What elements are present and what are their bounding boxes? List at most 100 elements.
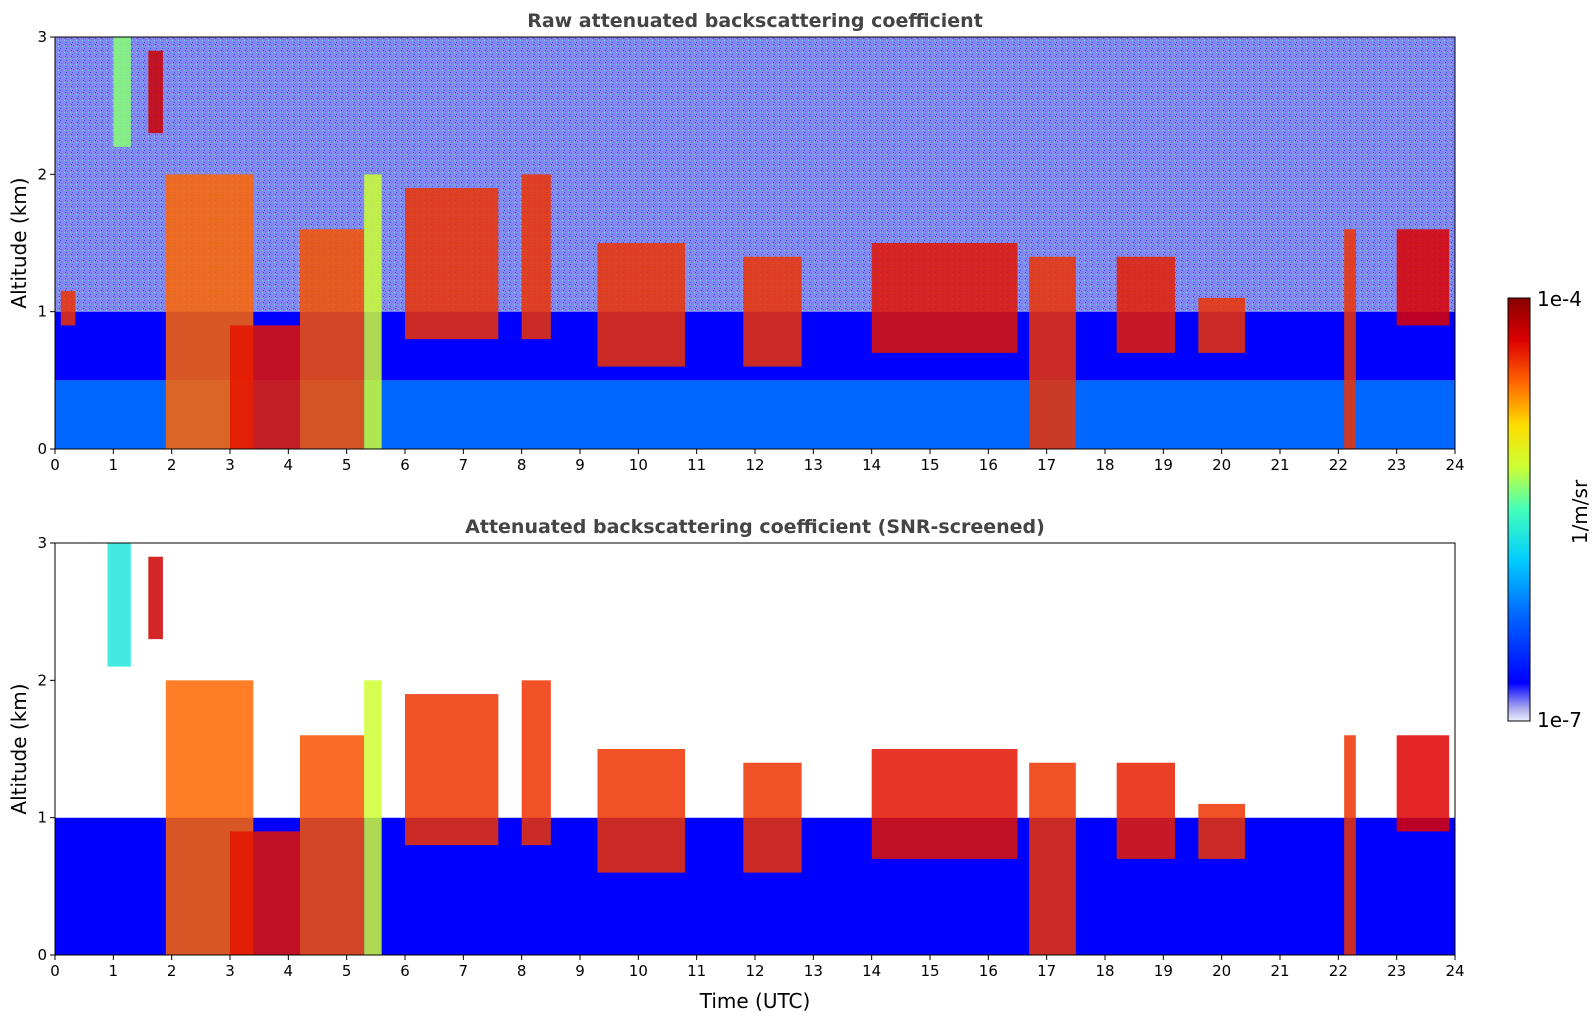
raw-feature-2 bbox=[300, 229, 365, 449]
screened-feature-12 bbox=[1116, 762, 1175, 859]
screened-x-tick-label-17: 17 bbox=[1037, 962, 1056, 980]
screened-y-tick-label-0: 0 bbox=[37, 946, 47, 964]
screened-feature-6 bbox=[405, 694, 499, 846]
raw-panel-title: Raw attenuated backscattering coefficien… bbox=[527, 10, 983, 32]
time-axis-label: Time (UTC) bbox=[699, 989, 811, 1013]
raw-x-tick-label-12: 12 bbox=[745, 456, 764, 474]
screened-y-axis-label: Altitude (km) bbox=[7, 683, 31, 814]
screened-y-tick-label-2: 2 bbox=[37, 671, 47, 689]
raw-y-tick-label-3: 3 bbox=[37, 28, 47, 46]
raw-x-tick-label-0: 0 bbox=[50, 456, 60, 474]
raw-feature-14 bbox=[1198, 297, 1245, 353]
raw-feature-12 bbox=[1029, 256, 1076, 449]
screened-feature-5 bbox=[364, 680, 382, 955]
screened-x-tick-label-11: 11 bbox=[687, 962, 706, 980]
screened-x-tick-label-1: 1 bbox=[109, 962, 119, 980]
screened-x-tick-label-8: 8 bbox=[517, 962, 527, 980]
raw-feature-16 bbox=[1396, 229, 1450, 326]
screened-x-tick-label-13: 13 bbox=[804, 962, 823, 980]
raw-x-tick-label-4: 4 bbox=[284, 456, 294, 474]
colorbar-unit-label: 1/m/sr bbox=[1568, 479, 1592, 544]
screened-x-tick-label-21: 21 bbox=[1270, 962, 1289, 980]
screened-y-axis: 0 1 2 3 bbox=[37, 534, 55, 964]
raw-x-tick-label-18: 18 bbox=[1095, 456, 1114, 474]
raw-x-tick-label-21: 21 bbox=[1270, 456, 1289, 474]
raw-x-tick-label-6: 6 bbox=[400, 456, 410, 474]
screened-x-tick-label-5: 5 bbox=[342, 962, 352, 980]
raw-x-tick-label-23: 23 bbox=[1387, 456, 1406, 474]
screened-x-tick-label-9: 9 bbox=[575, 962, 585, 980]
screened-feature-11 bbox=[1029, 762, 1076, 955]
screened-x-tick-label-10: 10 bbox=[629, 962, 648, 980]
raw-x-tick-label-20: 20 bbox=[1212, 456, 1231, 474]
screened-y-tick-label-3: 3 bbox=[37, 534, 47, 552]
screened-feature-10 bbox=[871, 749, 1018, 859]
raw-feature-4 bbox=[60, 291, 76, 326]
screened-x-tick-label-19: 19 bbox=[1154, 962, 1173, 980]
colorbar-min-label: 1e-7 bbox=[1537, 708, 1582, 732]
raw-x-tick-label-19: 19 bbox=[1154, 456, 1173, 474]
screened-feature-3 bbox=[148, 556, 163, 640]
raw-heatmap bbox=[55, 37, 1455, 449]
screened-x-tick-label-24: 24 bbox=[1445, 962, 1464, 980]
screened-feature-14 bbox=[1344, 735, 1356, 955]
screened-feature-8 bbox=[597, 749, 685, 873]
raw-x-axis: 0 1 2 3 4 5 6 7 8 9 10 11 12 13 14 15 16 17 18 19 20 21 22 23 24 bbox=[50, 449, 1465, 474]
raw-x-tick-label-3: 3 bbox=[225, 456, 235, 474]
screened-feature-1 bbox=[230, 831, 300, 955]
raw-feature-1 bbox=[230, 325, 300, 449]
raw-feature-9 bbox=[597, 243, 685, 367]
raw-x-tick-label-9: 9 bbox=[575, 456, 585, 474]
screened-x-tick-label-23: 23 bbox=[1387, 962, 1406, 980]
raw-x-tick-label-7: 7 bbox=[459, 456, 469, 474]
raw-x-tick-label-14: 14 bbox=[862, 456, 881, 474]
screened-panel-title: Attenuated backscattering coefficient (S… bbox=[465, 516, 1045, 538]
raw-feature-11 bbox=[871, 243, 1018, 353]
screened-heatmap bbox=[55, 543, 1455, 955]
raw-y-axis: 0 1 2 3 bbox=[37, 28, 55, 458]
raw-y-tick-label-0: 0 bbox=[37, 440, 47, 458]
screened-feature-2 bbox=[300, 735, 365, 955]
colorbar-max-label: 1e-4 bbox=[1537, 287, 1582, 311]
raw-feature-15 bbox=[1344, 229, 1356, 449]
raw-feature-5 bbox=[113, 37, 131, 147]
raw-x-tick-label-11: 11 bbox=[687, 456, 706, 474]
screened-x-tick-label-2: 2 bbox=[167, 962, 177, 980]
screened-x-tick-label-15: 15 bbox=[920, 962, 939, 980]
raw-x-tick-label-10: 10 bbox=[629, 456, 648, 474]
screened-x-tick-label-16: 16 bbox=[979, 962, 998, 980]
raw-backscatter-panel: Raw attenuated backscattering coefficien… bbox=[7, 10, 1465, 474]
screened-x-tick-label-3: 3 bbox=[225, 962, 235, 980]
screened-feature-9 bbox=[743, 762, 802, 873]
raw-x-tick-label-16: 16 bbox=[979, 456, 998, 474]
raw-x-tick-label-13: 13 bbox=[804, 456, 823, 474]
screened-backscatter-panel: Attenuated backscattering coefficient (S… bbox=[7, 516, 1465, 1013]
colorbar: 1e-4 1e-7 1/m/sr bbox=[1507, 287, 1592, 732]
raw-x-tick-label-15: 15 bbox=[920, 456, 939, 474]
screened-feature-4 bbox=[107, 543, 131, 667]
screened-x-axis: 0 1 2 3 4 5 6 7 8 9 10 11 12 13 14 15 16 17 18 19 20 21 22 23 24 bbox=[50, 955, 1465, 980]
raw-feature-13 bbox=[1116, 256, 1175, 353]
screened-x-tick-label-12: 12 bbox=[745, 962, 764, 980]
screened-y-tick-label-1: 1 bbox=[37, 809, 47, 827]
screened-x-tick-label-6: 6 bbox=[400, 962, 410, 980]
screened-x-tick-label-18: 18 bbox=[1095, 962, 1114, 980]
screened-x-tick-label-7: 7 bbox=[459, 962, 469, 980]
screened-x-tick-label-0: 0 bbox=[50, 962, 60, 980]
screened-feature-15 bbox=[1396, 735, 1450, 832]
raw-feature-10 bbox=[743, 256, 802, 367]
screened-feature-13 bbox=[1198, 803, 1245, 859]
raw-feature-7 bbox=[405, 188, 499, 340]
screened-x-tick-label-14: 14 bbox=[862, 962, 881, 980]
raw-x-tick-label-22: 22 bbox=[1329, 456, 1348, 474]
raw-x-tick-label-8: 8 bbox=[517, 456, 527, 474]
raw-feature-8 bbox=[521, 174, 551, 340]
colorbar-gradient bbox=[1507, 297, 1531, 722]
screened-x-tick-label-20: 20 bbox=[1212, 962, 1231, 980]
raw-feature-6 bbox=[364, 174, 382, 449]
raw-feature-3 bbox=[148, 50, 163, 134]
raw-x-tick-label-5: 5 bbox=[342, 456, 352, 474]
raw-x-tick-label-2: 2 bbox=[167, 456, 177, 474]
screened-x-tick-label-22: 22 bbox=[1329, 962, 1348, 980]
